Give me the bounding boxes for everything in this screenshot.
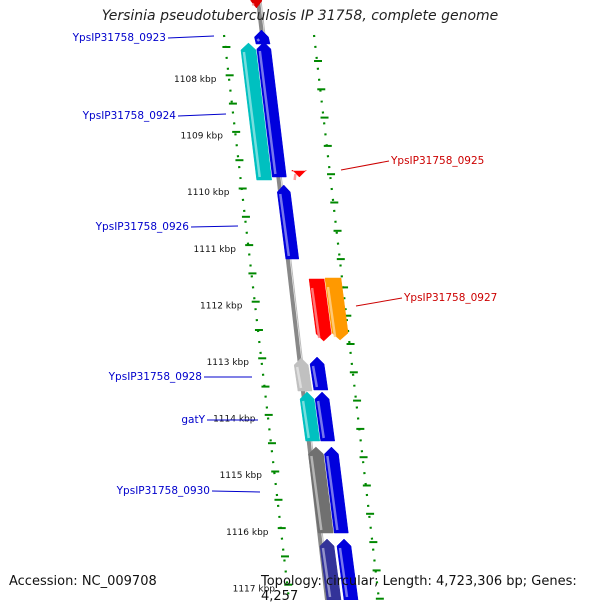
gene-highlight-red-0927 (310, 287, 321, 339)
gene-label-leader (190, 225, 239, 228)
gene-orange-0927 (324, 277, 349, 341)
kbp-tick-label: 1110 kbp (187, 188, 230, 198)
kbp-tick-label: 1113 kbp (207, 358, 250, 368)
gene-top-red (250, 0, 263, 9)
gene-highlight-blue-0923 (256, 38, 261, 42)
gene-highlight-blue-0924 (258, 50, 277, 175)
gene-label-leader (167, 35, 215, 39)
gene-highlight-blue-bottom (338, 547, 349, 598)
gene-highlight-blue-0930 (326, 455, 339, 531)
gene-highlight-navy-bottom (321, 547, 332, 598)
gene-blue-0928 (309, 356, 329, 391)
gene-highlight-blue-0928 (311, 365, 319, 388)
gene-blue-gatY (314, 391, 336, 442)
gene-label: YpsIP31758_0930 (116, 485, 210, 497)
gene-label-leader (177, 113, 227, 117)
gene-highlight-blue-gatY (316, 400, 325, 439)
gene-highlight-red-0925 (293, 173, 297, 181)
gene-red-0927 (308, 278, 332, 342)
gene-label-leader (340, 160, 390, 171)
accession-label: Accession: NC_009708 (9, 574, 157, 589)
gene-blue-bottom (336, 538, 359, 600)
gene-gray-0928 (293, 357, 313, 392)
ruler-line-left (222, 34, 291, 600)
gene-highlight-top-red (251, 2, 255, 7)
gene-highlight-cyan-gatY (301, 400, 310, 439)
kbp-tick-label: 1115 kbp (220, 471, 263, 481)
kbp-tick-label: 1116 kbp (226, 528, 269, 538)
gene-highlight-blue-0926 (279, 193, 291, 257)
gene-label: YpsIP31758_0923 (72, 32, 166, 44)
gene-label: YpsIP31758_0928 (108, 371, 202, 383)
gene-blue-0923 (254, 29, 271, 45)
gene-highlight-cyan-0924 (242, 51, 261, 178)
gene-highlight-gray-0930 (310, 455, 323, 531)
gene-blue-0930 (324, 446, 349, 534)
gene-navy-bottom (319, 538, 342, 600)
gene-label-leader (211, 490, 261, 493)
gene-label: YpsIP31758_0927 (403, 292, 497, 304)
gene-label: YpsIP31758_0924 (82, 110, 177, 122)
gene-label: YpsIP31758_0925 (390, 155, 484, 167)
kbp-tick-label: 1108 kbp (174, 75, 217, 85)
gene-label-leader (355, 297, 403, 307)
gene-cyan-gatY (299, 391, 321, 442)
kbp-tick-label: 1109 kbp (181, 132, 224, 142)
ruler-line-right (312, 34, 381, 600)
gene-highlight-orange-0927 (326, 286, 337, 338)
gene-cyan-0924 (240, 42, 272, 181)
gene-label: YpsIP31758_0926 (95, 221, 190, 233)
genome-title: Yersinia pseudotuberculosis IP 31758, co… (101, 8, 499, 24)
kbp-tick-label: 1111 kbp (194, 245, 237, 255)
gene-gray-0930 (308, 446, 334, 534)
gene-highlight-gray-0928 (295, 366, 303, 389)
gene-label: gatY (181, 414, 205, 426)
kbp-tick-label: 1112 kbp (200, 301, 243, 311)
gene-red-0925 (291, 169, 307, 178)
kbp-tick-label: 1117 kbp (233, 584, 276, 594)
